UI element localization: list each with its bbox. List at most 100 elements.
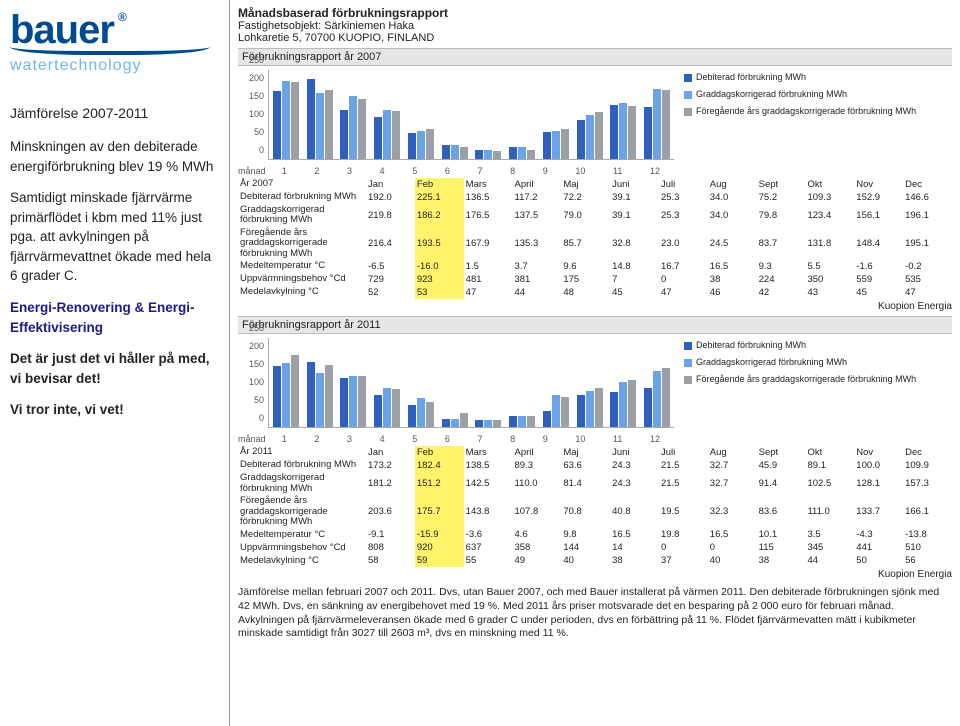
bar [383, 110, 391, 159]
bar [484, 420, 492, 428]
bar [282, 363, 290, 428]
table-row: Debiterad förbrukning MWh173.2182.4138.5… [238, 459, 952, 472]
bar [662, 368, 670, 427]
table-row: Uppvärmningsbehov °Cd7299234813811757038… [238, 273, 952, 286]
bar [442, 419, 450, 428]
bar [619, 382, 627, 428]
bar [493, 420, 501, 427]
registered-icon: ® [118, 10, 126, 24]
bar [442, 145, 450, 159]
paragraph-5: Vi tror inte, vi vet! [10, 400, 221, 420]
report-header: Månadsbaserad förbrukningsrapport Fastig… [238, 6, 952, 44]
legend-label-c: Föregående års graddagskorrigerade förbr… [696, 106, 916, 117]
swatch-a-icon [684, 342, 692, 350]
section-title-2007: Förbrukningsrapport år 2007 [238, 48, 952, 66]
bar [552, 395, 560, 428]
bar [349, 96, 357, 159]
table-row: Medelavkylning °C52534744484547464243454… [238, 286, 952, 299]
bar [509, 147, 517, 159]
bar [451, 145, 459, 159]
logo-brand: bauer [10, 8, 114, 53]
chart-2007: 050100150200250123456789101112månad [238, 66, 678, 176]
swatch-c-icon [684, 108, 692, 116]
logo: bauer ® watertechnology [10, 8, 221, 75]
bar [273, 91, 281, 159]
attribution-2011: Kuopion Energia [238, 569, 952, 580]
left-column: bauer® watertechnology Jämförelse 2007-2… [0, 0, 230, 726]
bar [653, 89, 661, 159]
bar [451, 419, 459, 428]
table-2011: År 2011JanFebMarsAprilMajJuniJuliAugSept… [238, 446, 952, 567]
bar [484, 150, 492, 159]
bar [527, 150, 535, 159]
bar [291, 355, 299, 427]
bar [561, 397, 569, 427]
legend-2011: Debiterad förbrukning MWh Graddagskorrig… [678, 334, 928, 390]
year-cell: År 2007 [238, 178, 366, 191]
bar [619, 103, 627, 159]
bar [628, 380, 636, 428]
legend-2007: Debiterad förbrukning MWh Graddagskorrig… [678, 66, 928, 122]
bar [282, 81, 290, 159]
legend-label-b: Graddagskorrigerad förbrukning MWh [696, 89, 847, 100]
bar [518, 416, 526, 428]
table-row: Föregående års graddagskorrigerade förbr… [238, 495, 952, 528]
bar [460, 147, 468, 159]
bar [374, 395, 382, 427]
paragraph-1: Minskningen av den debiterade energiförb… [10, 137, 221, 176]
bar [340, 110, 348, 159]
bar [408, 133, 416, 159]
table-row: Medeltemperatur °C-9.1-15.9-3.64.69.816.… [238, 528, 952, 541]
bar [307, 362, 315, 427]
bar [392, 111, 400, 159]
legend-label-b: Graddagskorrigerad förbrukning MWh [696, 357, 847, 368]
paragraph-4: Det är just det vi håller på med, vi bev… [10, 349, 221, 388]
bar [408, 405, 416, 428]
bar [358, 99, 366, 159]
year-cell: År 2011 [238, 446, 366, 459]
bar [475, 150, 483, 159]
report-title: Månadsbaserad förbrukningsrapport [238, 6, 952, 20]
bar [307, 79, 315, 159]
bar [595, 112, 603, 159]
table-row: Graddagskorrigerad förbrukning MWh219.81… [238, 204, 952, 227]
bar [586, 115, 594, 159]
bar [426, 402, 434, 427]
logo-subtitle: watertechnology [10, 57, 221, 75]
table-row: Föregående års graddagskorrigerade förbr… [238, 227, 952, 260]
paragraph-3: Energi-Renovering & Energi-Effektiviseri… [10, 298, 221, 337]
swatch-a-icon [684, 74, 692, 82]
paragraph-2: Samtidigt minskade fjärrvärme primärflöd… [10, 188, 221, 286]
bar [595, 388, 603, 428]
bar [509, 416, 517, 428]
bar [543, 411, 551, 427]
section-title-2011: Förbrukningsrapport år 2011 [238, 316, 952, 334]
bar [586, 391, 594, 427]
swatch-b-icon [684, 91, 692, 99]
bar [475, 420, 483, 428]
table-row: Medelavkylning °C58595549403837403844505… [238, 554, 952, 567]
legend-label-a: Debiterad förbrukning MWh [696, 72, 806, 83]
bar [417, 398, 425, 427]
bar [493, 151, 501, 159]
table-2007: År 2007JanFebMarsAprilMajJuniJuliAugSept… [238, 178, 952, 299]
footnote: Jämförelse mellan februari 2007 och 2011… [238, 586, 952, 641]
bar [610, 392, 618, 428]
table-row: Uppvärmningsbehov °Cd8089206373581441400… [238, 541, 952, 554]
bar [561, 129, 569, 159]
chart-2011: 050100150200250123456789101112månad [238, 334, 678, 444]
bar [518, 147, 526, 159]
swatch-c-icon [684, 376, 692, 384]
bar [340, 378, 348, 427]
bar [349, 376, 357, 427]
right-column: Månadsbaserad förbrukningsrapport Fastig… [230, 0, 960, 726]
bar [610, 105, 618, 159]
bar [426, 129, 434, 160]
bar [325, 90, 333, 159]
bar [543, 132, 551, 159]
table-row: Graddagskorrigerad förbrukning MWh181.21… [238, 472, 952, 495]
bar [273, 366, 281, 428]
bar [552, 131, 560, 159]
bar [392, 389, 400, 427]
bar [374, 117, 382, 159]
